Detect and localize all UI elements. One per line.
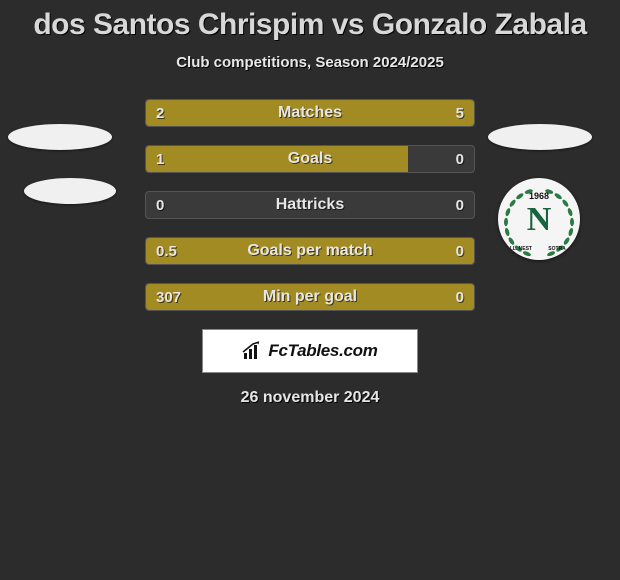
stat-row: 3070Min per goal (145, 283, 475, 311)
brand-text: FcTables.com (268, 341, 377, 361)
page-subtitle: Club competitions, Season 2024/2025 (0, 54, 620, 71)
bar-chart-icon (242, 340, 264, 362)
brand-banner[interactable]: FcTables.com (202, 329, 418, 373)
stat-row: 10Goals (145, 145, 475, 173)
stat-row: 00Hattricks (145, 191, 475, 219)
stats-bars: 25Matches 10Goals 00Hattricks 0.50Goals per… (0, 99, 620, 311)
page-title: dos Santos Chrispim vs Gonzalo Zabala (0, 0, 620, 42)
date-label: 26 november 2024 (0, 389, 620, 407)
stat-label: Hattricks (146, 192, 474, 218)
stat-label: Min per goal (146, 284, 474, 310)
page: dos Santos Chrispim vs Gonzalo Zabala Cl… (0, 0, 620, 580)
stat-row: 25Matches (145, 99, 475, 127)
stat-row: 0.50Goals per match (145, 237, 475, 265)
stat-label: Matches (146, 100, 474, 126)
stat-label: Goals (146, 146, 474, 172)
stat-label: Goals per match (146, 238, 474, 264)
